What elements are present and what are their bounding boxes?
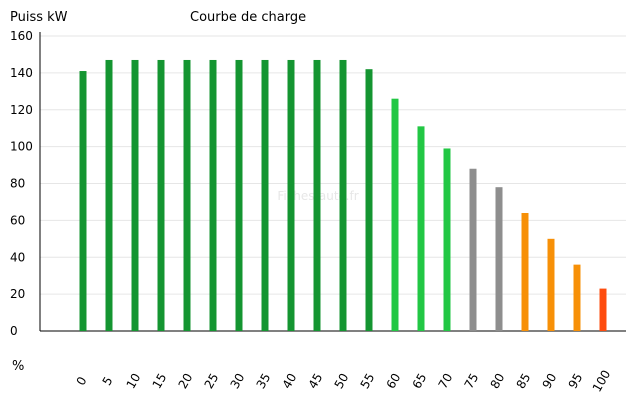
x-tick-label: 20: [176, 371, 196, 391]
x-tick-label: 95: [566, 371, 586, 391]
x-tick-label: 85: [514, 371, 534, 391]
x-tick-label: 5: [100, 374, 116, 388]
x-tick-label: 55: [358, 371, 378, 391]
bar-40: [287, 59, 295, 331]
bar-75: [469, 168, 477, 331]
x-tick-label: 50: [332, 371, 352, 391]
y-tick-label: 160: [10, 29, 33, 43]
bar-0: [79, 71, 87, 331]
bar-65: [417, 126, 425, 331]
grid-layer: [40, 35, 626, 295]
x-tick-label: 15: [150, 371, 170, 391]
y-tick-label: 80: [10, 177, 25, 191]
xtick-layer: 0 5 10 15 20 25 30 35 40 45 50 55 60 65 70 75 80 85 90 95 10…: [74, 368, 614, 395]
bar-85: [521, 213, 529, 331]
y-tick-label: 120: [10, 103, 33, 117]
bar-90: [547, 238, 555, 331]
bar-10: [131, 59, 139, 331]
x-tick-label: 100: [590, 368, 614, 395]
bar-25: [209, 59, 217, 331]
bar-15: [157, 59, 165, 331]
bar-70: [443, 148, 451, 331]
y-tick-label: 140: [10, 66, 33, 80]
y-tick-label: 60: [10, 213, 25, 227]
x-tick-label: 10: [124, 371, 144, 391]
x-axis-label: %: [12, 359, 24, 374]
x-tick-label: 70: [436, 371, 456, 391]
bar-100: [599, 288, 607, 331]
bar-55: [365, 69, 373, 331]
x-tick-label: 45: [306, 371, 326, 391]
bar-50: [339, 59, 347, 331]
y-tick-label: 0: [10, 324, 18, 338]
bar-35: [261, 59, 269, 331]
x-tick-label: 40: [280, 371, 300, 391]
y-tick-label: 100: [10, 140, 33, 154]
x-tick-label: 75: [462, 371, 482, 391]
ytick-layer: 0 20 40 60 80 100 120 140 160: [10, 29, 33, 338]
y-tick-label: 20: [10, 287, 25, 301]
bar-95: [573, 264, 581, 331]
x-tick-label: 90: [540, 371, 560, 391]
bar-45: [313, 59, 321, 331]
bar-20: [183, 59, 191, 331]
bar-5: [105, 59, 113, 331]
chart-title: Courbe de charge: [190, 10, 306, 25]
bar-80: [495, 187, 503, 331]
x-tick-label: 60: [384, 371, 404, 391]
y-tick-label: 40: [10, 250, 25, 264]
bar-30: [235, 59, 243, 331]
axis-layer: [39, 32, 626, 332]
bar-60: [391, 98, 399, 331]
x-tick-label: 30: [228, 371, 248, 391]
x-tick-label: 80: [488, 371, 508, 391]
x-tick-label: 35: [254, 371, 274, 391]
x-tick-label: 25: [202, 371, 222, 391]
x-tick-label: 0: [74, 374, 90, 388]
x-tick-label: 65: [410, 371, 430, 391]
y-axis-label: Puiss kW: [10, 10, 68, 25]
bars-layer: [79, 59, 607, 331]
